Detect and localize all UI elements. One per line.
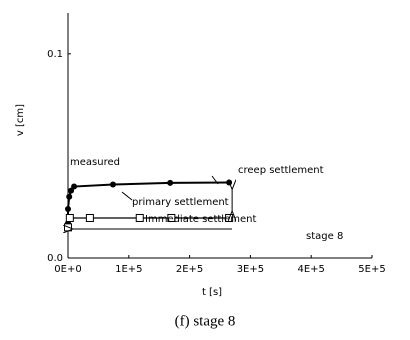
marker xyxy=(65,213,74,222)
y-tick-label: 0.1 xyxy=(47,49,63,60)
series-label: primary settlement xyxy=(132,197,229,208)
series-label: measured xyxy=(70,157,120,168)
y-axis-label: v [cm] xyxy=(15,104,26,136)
x-tick-label: 4E+5 xyxy=(297,264,324,275)
leader xyxy=(121,191,133,201)
marker xyxy=(71,183,78,190)
x-tick-label: 1E+5 xyxy=(115,264,142,275)
leader xyxy=(211,175,219,185)
annotation: Immediate settlement xyxy=(145,214,256,225)
annotation: stage 8 xyxy=(306,231,343,242)
x-tick-label: 5E+5 xyxy=(358,264,385,275)
caption: (f) stage 8 xyxy=(175,313,236,329)
marker xyxy=(135,213,144,222)
marker xyxy=(66,193,73,200)
marker xyxy=(226,179,233,186)
marker xyxy=(65,206,71,212)
x-axis-label: t [s] xyxy=(202,287,222,298)
marker xyxy=(167,213,176,222)
x-tick-label: 2E+5 xyxy=(176,264,203,275)
marker xyxy=(109,181,116,188)
y-tick-label: 0.0 xyxy=(47,253,63,264)
annotation: creep settlement xyxy=(238,165,324,176)
marker xyxy=(85,213,94,222)
marker xyxy=(68,187,75,194)
x-tick-label: 3E+5 xyxy=(237,264,264,275)
x-tick-label: 0E+0 xyxy=(54,264,81,275)
marker xyxy=(64,223,72,232)
marker xyxy=(167,179,174,186)
